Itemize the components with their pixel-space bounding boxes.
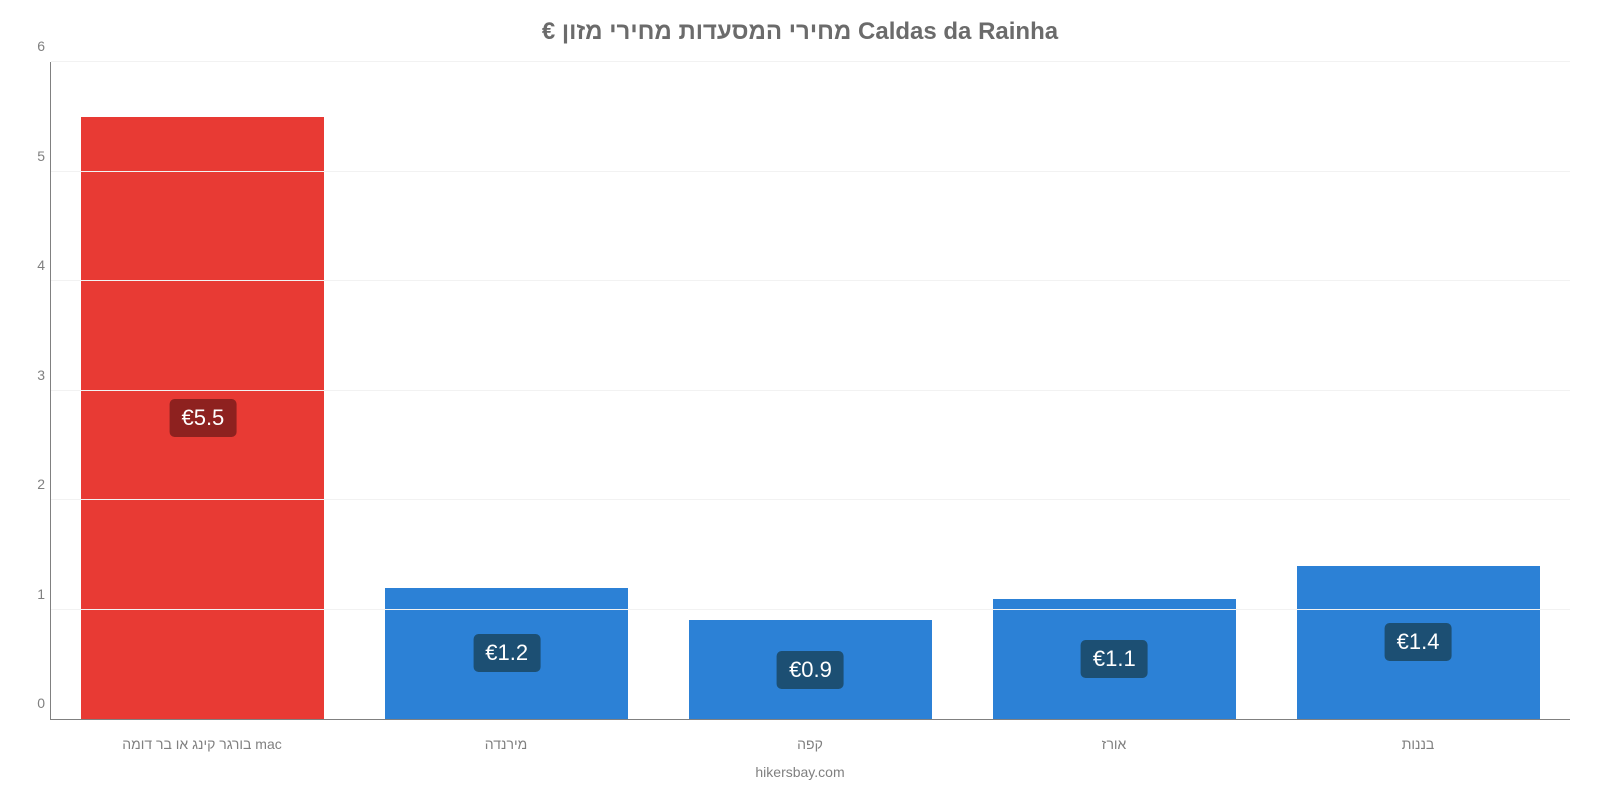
- bar: €1.1: [993, 599, 1236, 719]
- x-tick-label: קפה: [658, 736, 962, 752]
- bar: €1.4: [1297, 566, 1540, 719]
- y-tick-label: 5: [17, 148, 45, 164]
- x-tick-label: אורז: [962, 736, 1266, 752]
- x-axis-labels: בורגר קינג או בר דומה macמירנדהקפהאורזבנ…: [50, 736, 1570, 752]
- y-tick-label: 0: [17, 695, 45, 711]
- value-badge: €0.9: [777, 651, 844, 689]
- bars-group: €5.5 €1.2 €0.9 €1.1 €1.4: [51, 62, 1570, 719]
- grid-line: [51, 171, 1570, 172]
- grid-line: [51, 61, 1570, 62]
- y-tick-label: 6: [17, 38, 45, 54]
- y-tick-label: 1: [17, 586, 45, 602]
- x-tick-label: בננות: [1266, 736, 1570, 752]
- grid-line: [51, 499, 1570, 500]
- chart-title: € מחירי המסעדות מחירי מזון Caldas da Rai…: [0, 0, 1600, 46]
- x-tick-label: מירנדה: [354, 736, 658, 752]
- chart-container: € מחירי המסעדות מחירי מזון Caldas da Rai…: [0, 0, 1600, 800]
- bar: €5.5: [81, 117, 324, 719]
- bar-slot: €1.1: [962, 62, 1266, 719]
- plot-area: €5.5€1.2€0.9€1.1€1.4 0123456: [50, 62, 1570, 720]
- grid-line: [51, 609, 1570, 610]
- bar-slot: €0.9: [659, 62, 963, 719]
- y-tick-label: 4: [17, 257, 45, 273]
- x-tick-label: בורגר קינג או בר דומה mac: [50, 736, 354, 752]
- y-tick-label: 2: [17, 476, 45, 492]
- y-tick-label: 3: [17, 367, 45, 383]
- grid-line: [51, 280, 1570, 281]
- value-badge: €5.5: [169, 399, 236, 437]
- bar-slot: €1.4: [1266, 62, 1570, 719]
- attribution-text: hikersbay.com: [0, 764, 1600, 780]
- bar-slot: €1.2: [355, 62, 659, 719]
- grid-line: [51, 390, 1570, 391]
- value-badge: €1.4: [1385, 623, 1452, 661]
- value-badge: €1.1: [1081, 640, 1148, 678]
- bar-slot: €5.5: [51, 62, 355, 719]
- bar: €1.2: [385, 588, 628, 719]
- value-badge: €1.2: [473, 634, 540, 672]
- bar: €0.9: [689, 620, 932, 719]
